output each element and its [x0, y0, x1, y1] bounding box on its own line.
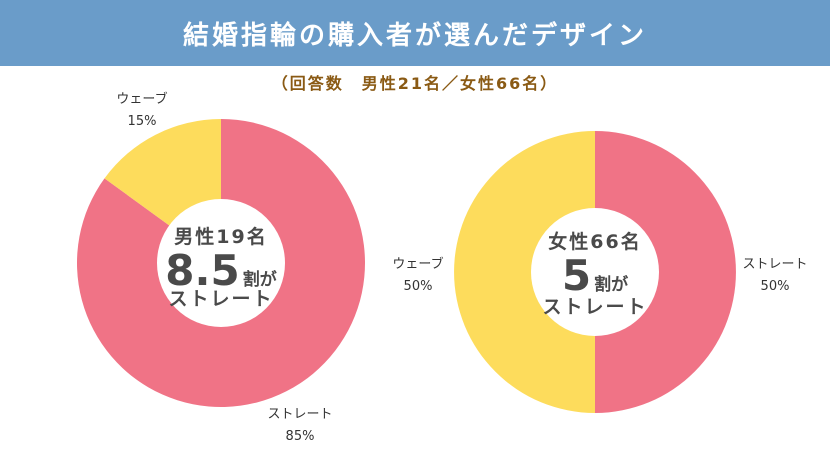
male-donut-chart: 男性19名 8.5 割が ストレート ウェーブ 15% ストレート 85%	[77, 91, 366, 444]
male-center-unit: 割が	[243, 269, 277, 290]
female-center-line1: 女性66名	[548, 230, 641, 253]
male-straight-label: ストレート	[267, 407, 332, 422]
female-slice-wave	[454, 131, 595, 413]
female-wave-label: ウェーブ	[392, 256, 443, 272]
male-wave-label: ウェーブ	[116, 91, 167, 107]
male-center-figure: 8.5 割が	[165, 246, 276, 295]
male-center-big: 8.5	[165, 246, 239, 295]
male-wave-value: 15%	[128, 114, 157, 129]
chart-subtitle: （回答数 男性21名／女性66名）	[271, 74, 559, 93]
female-center-unit: 割が	[594, 274, 628, 295]
female-slice-straight	[595, 131, 736, 413]
female-straight-value: 50%	[761, 279, 790, 294]
female-donut-hole	[531, 208, 659, 336]
female-center-big: 5	[562, 251, 591, 300]
title-banner: 結婚指輪の購入者が選んだデザイン	[0, 0, 830, 66]
male-center-line1: 男性19名	[174, 225, 267, 248]
male-straight-value: 85%	[286, 429, 315, 444]
female-donut-chart: 女性66名 5 割が ストレート ウェーブ 50% ストレート 50%	[392, 131, 808, 413]
male-center-line3: ストレート	[168, 288, 273, 310]
female-straight-label: ストレート	[742, 257, 807, 272]
female-wave-value: 50%	[404, 279, 433, 294]
female-center-figure: 5 割が	[562, 251, 628, 300]
female-center-line3: ストレート	[542, 296, 647, 318]
chart-title: 結婚指輪の購入者が選んだデザイン	[182, 20, 647, 51]
male-donut-hole	[157, 199, 285, 327]
